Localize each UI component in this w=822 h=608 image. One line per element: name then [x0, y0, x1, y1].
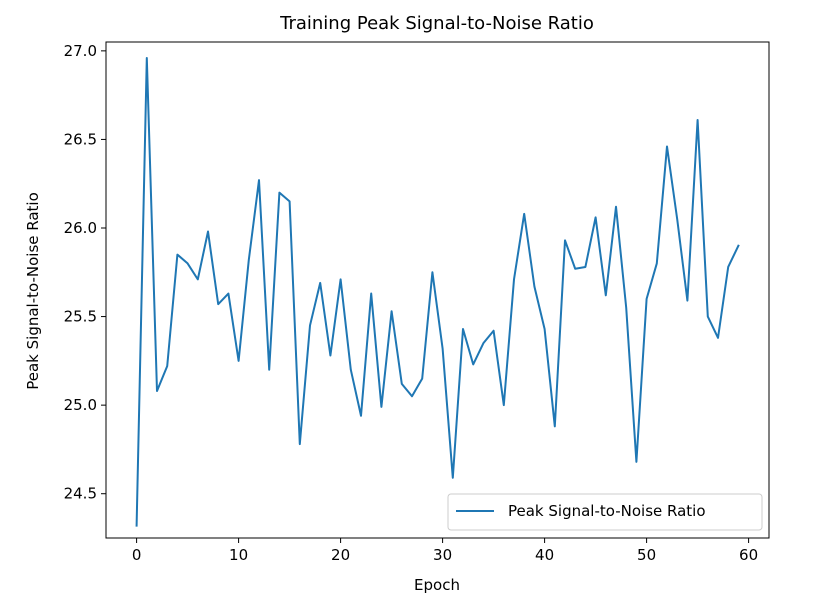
data-point [646, 298, 648, 300]
data-point [207, 231, 209, 233]
x-tick-label: 50 [637, 546, 656, 564]
data-point [380, 406, 382, 408]
data-point [625, 307, 627, 309]
data-point [523, 213, 525, 215]
data-point [329, 355, 331, 357]
data-point [503, 404, 505, 406]
data-point [431, 271, 433, 273]
y-tick-label: 24.5 [64, 485, 97, 503]
data-point [421, 378, 423, 380]
y-tick-label: 27.0 [64, 42, 97, 60]
data-point [401, 383, 403, 385]
data-point [595, 216, 597, 218]
data-point [707, 316, 709, 318]
legend-label: Peak Signal-to-Noise Ratio [508, 502, 706, 520]
data-point [217, 303, 219, 305]
data-point [686, 300, 688, 302]
data-point [278, 192, 280, 194]
y-tick-label: 26.5 [64, 130, 97, 148]
y-tick-label: 26.0 [64, 219, 97, 237]
data-point [472, 363, 474, 365]
data-point [391, 310, 393, 312]
x-tick-label: 10 [229, 546, 248, 564]
data-point [340, 278, 342, 280]
legend-box [447, 493, 763, 531]
data-point [289, 200, 291, 202]
series-line [135, 56, 740, 527]
y-axis-label: Peak Signal-to-Noise Ratio [24, 192, 42, 390]
data-point [544, 328, 546, 330]
data-point [411, 395, 413, 397]
data-point [574, 268, 576, 270]
data-point [350, 369, 352, 371]
data-point [299, 443, 301, 445]
x-axis-label: Epoch [414, 576, 460, 594]
y-tick-label: 25.0 [64, 396, 97, 414]
x-tick-label: 40 [535, 546, 554, 564]
data-point [717, 337, 719, 339]
data-point [156, 390, 158, 392]
x-tick-label: 30 [433, 546, 452, 564]
data-point [360, 415, 362, 417]
data-point [564, 239, 566, 241]
x-tick-label: 0 [132, 546, 142, 564]
data-point [462, 328, 464, 330]
data-point [452, 477, 454, 479]
data-point [656, 262, 658, 264]
plot-frame [105, 41, 770, 539]
y-tick-label: 25.5 [64, 308, 97, 326]
data-point [615, 206, 617, 208]
chart-title: Training Peak Signal-to-Noise Ratio [279, 13, 594, 34]
data-point [482, 342, 484, 344]
data-point [635, 461, 637, 463]
data-point [248, 259, 250, 261]
data-point [268, 369, 270, 371]
data-point [727, 266, 729, 268]
data-point [319, 282, 321, 284]
data-point [146, 57, 148, 59]
data-point [676, 218, 678, 220]
data-point [136, 525, 138, 527]
data-point [513, 278, 515, 280]
data-point [309, 324, 311, 326]
x-tick-label: 20 [331, 546, 350, 564]
data-point [197, 278, 199, 280]
data-point [227, 293, 229, 295]
data-point [605, 294, 607, 296]
data-point [554, 425, 556, 427]
data-point [370, 293, 372, 295]
data-point [176, 254, 178, 256]
data-point [238, 360, 240, 362]
data-point [166, 365, 168, 367]
data-point [187, 262, 189, 264]
data-point [737, 245, 739, 247]
x-tick-label: 60 [739, 546, 758, 564]
data-point [442, 347, 444, 349]
data-point [533, 285, 535, 287]
data-point [697, 119, 699, 121]
plot-area: 0 10 20 30 40 50 60 24.5 25.0 25.5 26.0 26.5 27.0 Pea… [64, 41, 770, 564]
data-point [666, 146, 668, 148]
data-point [258, 179, 260, 181]
data-point [493, 330, 495, 332]
data-point [584, 266, 586, 268]
